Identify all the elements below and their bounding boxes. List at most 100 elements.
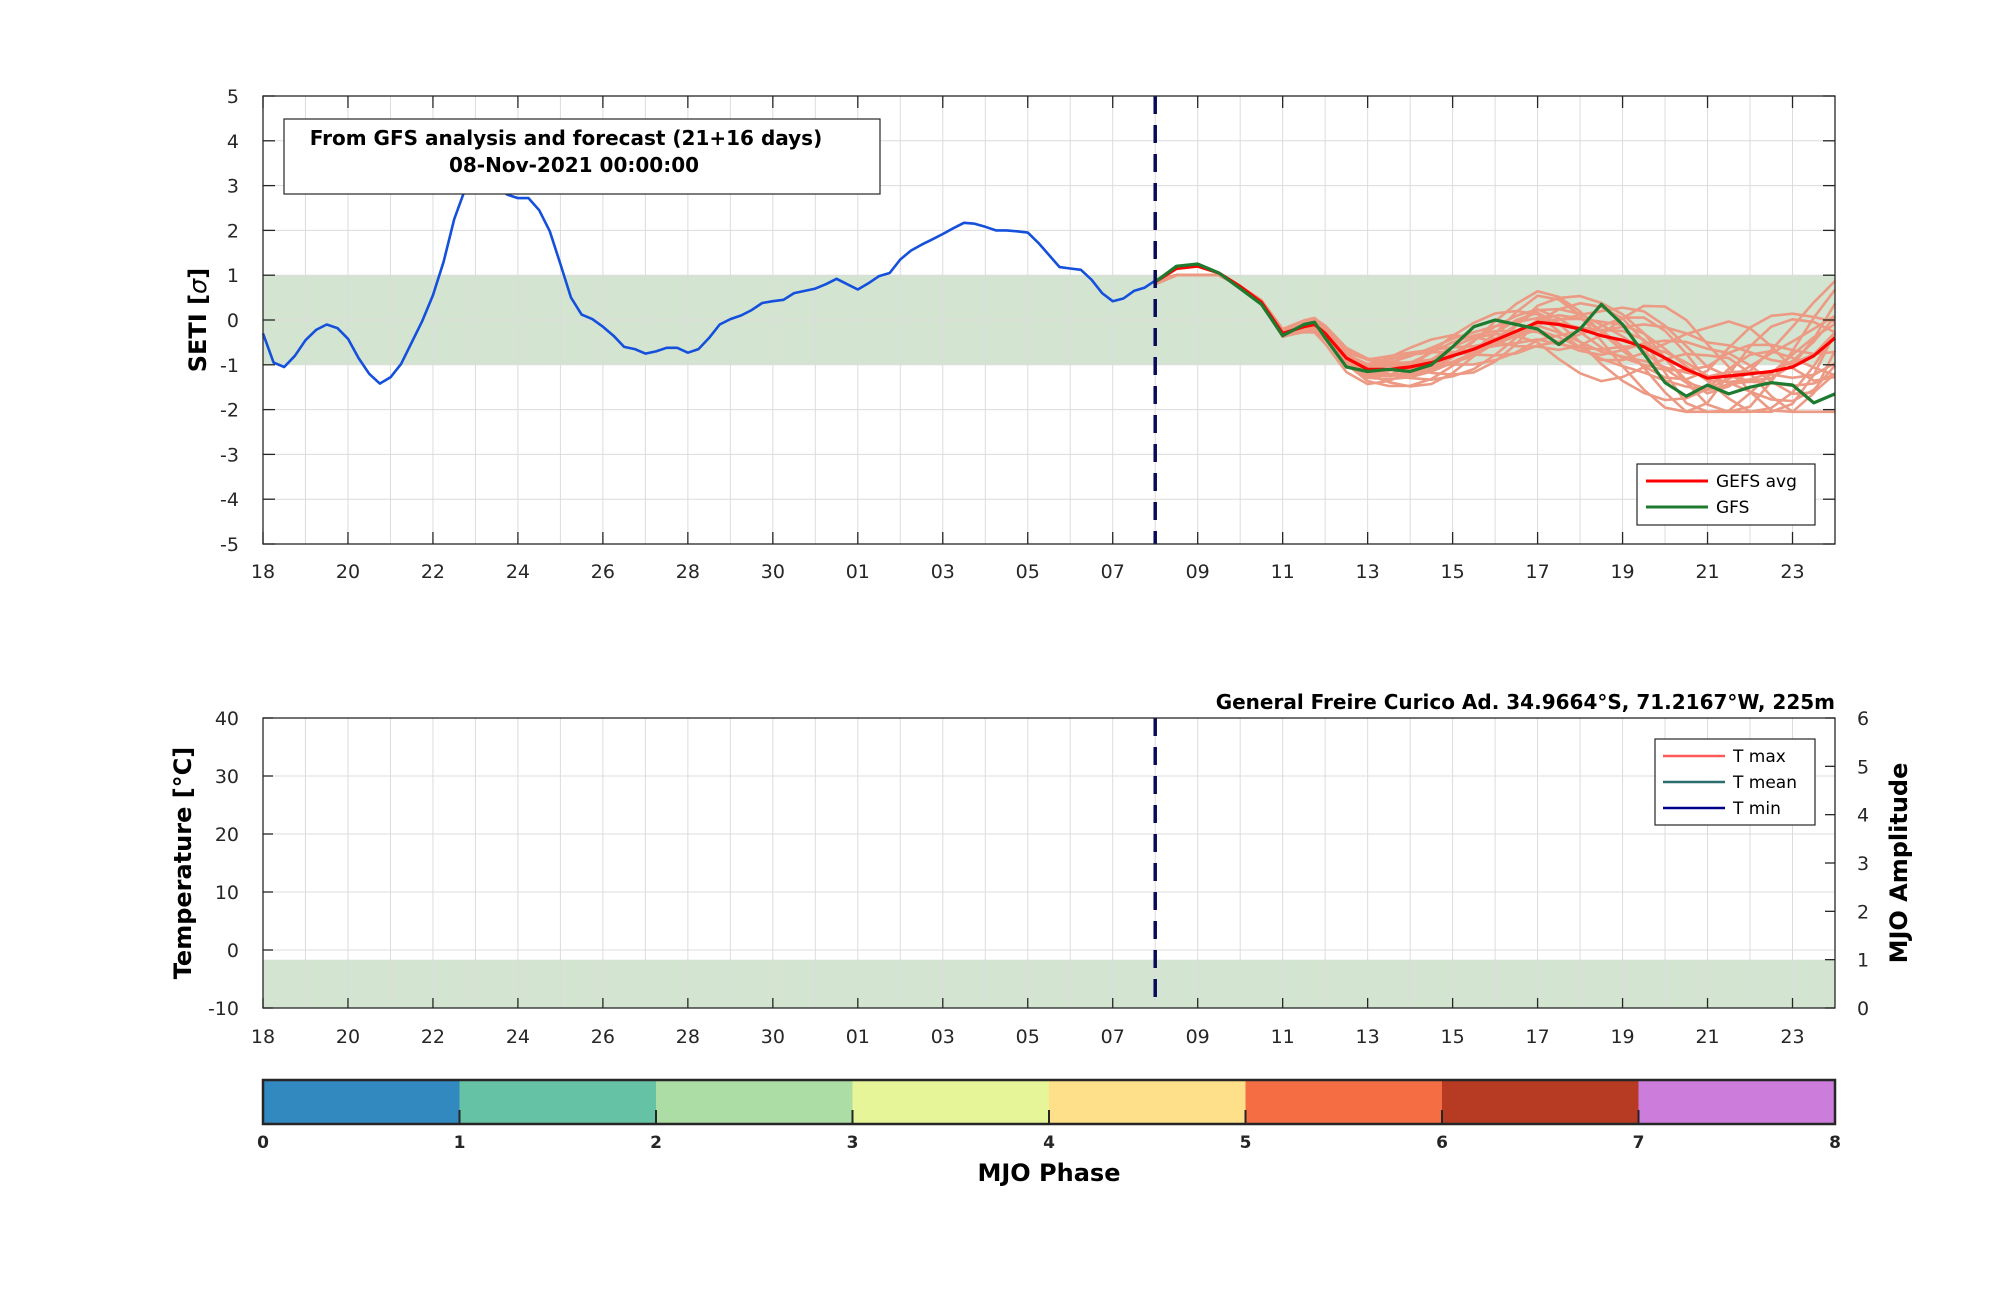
mjo-phase-colorbar: 0 1 2 3 4 5 6 7 8 MJO Phase [257,1078,1841,1187]
colorbar-segment [1442,1080,1639,1124]
y-tick-label: -10 [208,998,239,1020]
seti-y-tick-labels: 5 4 3 2 1 0 -1 -2 -3 -4 -5 [220,86,239,556]
y2-tick-label: 5 [1857,756,1869,778]
y2-tick-label: 2 [1857,901,1869,923]
colorbar-tick-label: 1 [454,1133,466,1153]
x-tick-label: 17 [1526,1026,1550,1048]
gfs-line [1154,262,1836,405]
y-tick-label: -5 [220,534,239,556]
colorbar-segment [1638,1080,1836,1124]
x-tick-label: 11 [1271,561,1295,583]
legend-tmin-label: T min [1732,799,1781,819]
x-tick-label: 26 [591,561,615,583]
x-tick-label: 07 [1101,1026,1125,1048]
colorbar-segment [1049,1080,1246,1124]
legend-tmax-label: T max [1732,747,1786,767]
x-tick-label: 19 [1610,561,1634,583]
annotation-line2: 08-Nov-2021 00:00:00 [449,153,699,177]
temperature-legend: T max T mean T min [1654,738,1816,826]
colorbar-ticks: 0 1 2 3 4 5 6 7 8 [257,1110,1841,1153]
temperature-axis-label: Temperature [°C] [169,747,197,980]
colorbar-segment [852,1080,1050,1124]
colorbar-segment [1245,1080,1443,1124]
x-tick-label: 01 [846,1026,870,1048]
x-tick-label: 19 [1610,1026,1634,1048]
x-tick-label: 21 [1695,1026,1719,1048]
x-tick-label: 24 [506,1026,530,1048]
x-tick-label: 18 [251,1026,275,1048]
colorbar-tick-label: 8 [1829,1133,1841,1153]
seti-legend: GEFS avg GFS [1636,463,1816,526]
x-tick-label: 23 [1780,561,1804,583]
colorbar-tick-label: 2 [650,1133,662,1153]
x-tick-label: 22 [421,561,445,583]
colorbar-tick-label: 3 [847,1133,859,1153]
y2-tick-label: 1 [1857,950,1869,972]
x-tick-label: 13 [1356,1026,1380,1048]
y-tick-label: -2 [220,400,239,422]
x-tick-label: 23 [1780,1026,1804,1048]
seti-ticks [262,95,1835,545]
y-tick-label: -1 [220,355,239,377]
y2-tick-label: 0 [1857,998,1869,1020]
colorbar-segment [263,1080,460,1124]
colorbar-tick-label: 0 [257,1133,269,1153]
colorbar-segments [263,1080,1836,1124]
mjo-amplitude-tick-labels: 6 5 4 3 2 1 0 [1857,708,1869,1020]
y-tick-label: 3 [227,176,239,198]
y-tick-label: 1 [227,265,239,287]
x-tick-label: 01 [846,561,870,583]
seti-y-axis-label: SETI [σ] [184,268,212,373]
x-tick-label: 21 [1695,561,1719,583]
colorbar-label: MJO Phase [977,1159,1120,1187]
y-tick-label: 2 [227,220,239,242]
x-tick-label: 15 [1441,1026,1465,1048]
y-tick-label: 10 [215,882,239,904]
station-title: General Freire Curico Ad. 34.9664°S, 71.… [1216,690,1835,714]
x-tick-label: 18 [251,561,275,583]
mjo-amplitude-band [263,959,1835,1008]
temperature-x-tick-labels: 18 20 22 24 26 28 30 01 03 05 07 09 11 13 15 17 19 21 23 [251,1026,1805,1048]
x-tick-label: 05 [1016,561,1040,583]
annotation-box: From GFS analysis and forecast (21+16 da… [283,118,881,195]
x-tick-label: 26 [591,1026,615,1048]
annotation-line1: From GFS analysis and forecast (21+16 da… [310,126,822,150]
x-tick-label: 24 [506,561,530,583]
x-tick-label: 07 [1101,561,1125,583]
x-tick-label: 05 [1016,1026,1040,1048]
legend-gefs-avg-label: GEFS avg [1716,472,1797,492]
x-tick-label: 20 [336,561,360,583]
x-tick-label: 28 [676,1026,700,1048]
y-tick-label: -4 [220,489,239,511]
y2-tick-label: 4 [1857,805,1869,827]
temperature-y-tick-labels: 40 30 20 10 0 -10 [208,708,239,1020]
x-tick-label: 22 [421,1026,445,1048]
y-tick-label: 0 [227,310,239,332]
y-tick-label: 20 [215,824,239,846]
colorbar-tick-label: 7 [1633,1133,1645,1153]
x-tick-label: 11 [1271,1026,1295,1048]
temperature-grid [263,718,1835,1008]
x-tick-label: 28 [676,561,700,583]
x-tick-label: 20 [336,1026,360,1048]
seti-x-tick-labels: 18 20 22 24 26 28 30 01 03 05 07 09 11 13 15 17 19 21 23 [251,561,1805,583]
y-tick-label: 5 [227,86,239,108]
colorbar-tick-label: 6 [1436,1133,1448,1153]
x-tick-label: 30 [761,1026,785,1048]
analysis-line [261,170,1156,385]
colorbar-tick-label: 5 [1240,1133,1252,1153]
legend-gfs-label: GFS [1716,498,1749,518]
y2-tick-label: 3 [1857,853,1869,875]
x-tick-label: 17 [1526,561,1550,583]
x-tick-label: 30 [761,561,785,583]
x-tick-label: 15 [1441,561,1465,583]
y-tick-label: 30 [215,766,239,788]
y2-tick-label: 6 [1857,708,1869,730]
y-tick-label: 40 [215,708,239,730]
mjo-amplitude-axis-label: MJO Amplitude [1885,763,1913,964]
y-tick-label: 4 [227,131,239,153]
colorbar-tick-label: 4 [1043,1133,1055,1153]
